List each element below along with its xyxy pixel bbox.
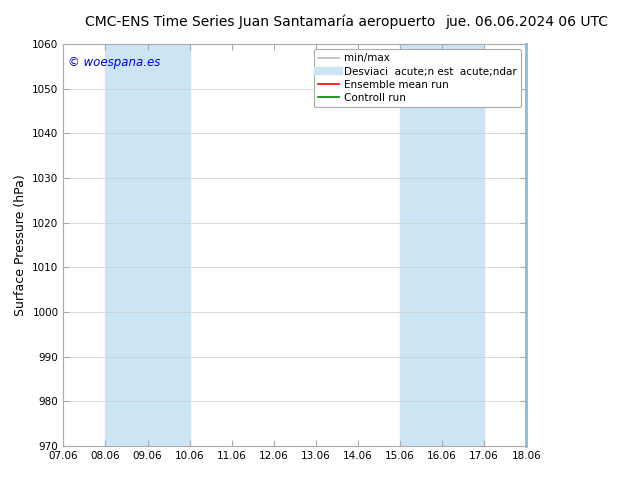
Text: CMC-ENS Time Series Juan Santamaría aeropuerto: CMC-ENS Time Series Juan Santamaría aero… (85, 15, 435, 29)
Bar (105, 44, 190, 446)
Y-axis label: Surface Pressure (hPa): Surface Pressure (hPa) (14, 174, 27, 316)
Legend: min/max, Desviaci  acute;n est  acute;ndar, Ensemble mean run, Controll run: min/max, Desviaci acute;n est acute;ndar… (314, 49, 521, 107)
Text: © woespana.es: © woespana.es (68, 56, 160, 69)
Text: jue. 06.06.2024 06 UTC: jue. 06.06.2024 06 UTC (444, 15, 608, 29)
Bar (400, 44, 484, 446)
